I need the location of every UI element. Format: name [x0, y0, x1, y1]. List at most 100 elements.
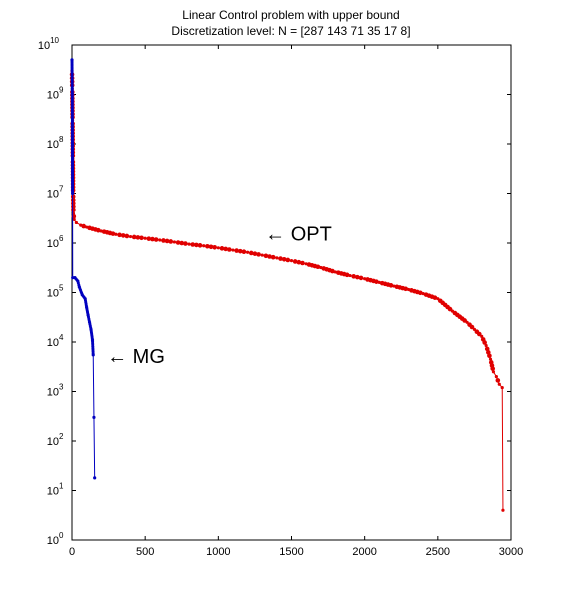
data-marker: [96, 227, 101, 233]
data-point: [497, 382, 501, 386]
data-marker: [175, 240, 181, 245]
data-marker: [315, 264, 321, 270]
data-marker: [87, 318, 91, 322]
chart-subtitle: Discretization level: N = [287 143 71 35…: [171, 24, 410, 38]
data-marker: [75, 278, 79, 282]
data-marker: [183, 241, 188, 246]
data-marker: [237, 248, 243, 254]
data-marker: [70, 194, 76, 200]
data-point: [128, 234, 133, 239]
data-marker: [281, 256, 287, 262]
y-tick-label: 100: [47, 531, 64, 547]
data-marker: [91, 351, 95, 355]
y-tick-base: 10: [47, 139, 59, 151]
x-tick-label: 2500: [426, 546, 450, 558]
y-tick-base: 10: [47, 189, 59, 201]
data-marker: [256, 252, 261, 257]
x-tick-label: 0: [69, 546, 75, 558]
data-marker: [219, 246, 225, 251]
y-tick-label: 101: [47, 482, 64, 498]
y-tick-base: 10: [47, 238, 59, 250]
data-marker: [469, 324, 475, 330]
data-point: [202, 244, 206, 248]
y-tick-label: 1010: [38, 36, 60, 52]
data-marker: [164, 238, 170, 244]
data-marker: [212, 244, 217, 250]
y-tick-base: 10: [47, 90, 59, 102]
data-marker: [71, 207, 76, 213]
data-marker: [227, 247, 232, 252]
data-marker: [161, 238, 166, 243]
data-marker: [146, 236, 152, 241]
data-marker: [190, 242, 196, 247]
data-marker: [168, 239, 174, 244]
data-point: [500, 385, 504, 390]
data-marker: [495, 378, 501, 383]
data-point: [491, 370, 496, 374]
data-marker: [82, 295, 86, 299]
y-tick-power: 3: [59, 383, 64, 392]
data-marker: [86, 312, 90, 316]
data-marker: [432, 295, 438, 300]
data-marker: [197, 243, 203, 248]
series-layer: [69, 58, 505, 512]
y-tick-power: 10: [50, 36, 59, 45]
data-point: [158, 238, 162, 242]
data-marker: [89, 326, 93, 330]
data-marker: [153, 237, 159, 242]
x-tick-label: 2000: [352, 546, 376, 558]
data-marker: [482, 340, 487, 345]
plot-area: [71, 44, 512, 541]
data-marker: [70, 91, 74, 95]
data-marker: [292, 259, 298, 264]
data-marker: [388, 283, 394, 288]
data-marker: [77, 283, 81, 287]
data-marker: [267, 254, 272, 259]
y-tick-base: 10: [47, 387, 59, 399]
data-marker: [81, 223, 87, 229]
annotation-layer: ← OPT ← MG: [107, 223, 332, 368]
data-marker: [234, 248, 239, 253]
data-point: [501, 508, 505, 512]
y-tick-label: 109: [47, 86, 64, 102]
y-tick-power: 4: [59, 333, 64, 342]
data-marker: [330, 268, 335, 274]
data-marker: [131, 234, 137, 240]
y-tick-power: 2: [59, 432, 64, 441]
x-tick-label: 3000: [499, 546, 523, 558]
y-tick-base: 10: [47, 337, 59, 349]
data-marker: [150, 236, 155, 242]
y-tick-power: 5: [59, 284, 64, 293]
data-point: [260, 253, 264, 257]
data-marker: [80, 291, 84, 295]
data-marker: [252, 251, 258, 256]
data-marker: [223, 246, 228, 252]
y-tick-power: 9: [59, 86, 64, 95]
data-point: [74, 220, 78, 225]
data-marker: [355, 274, 360, 280]
data-marker: [278, 256, 283, 261]
data-marker: [487, 353, 492, 359]
data-marker: [135, 235, 141, 240]
y-tick-power: 8: [59, 135, 64, 144]
y-tick-power: 6: [59, 234, 64, 243]
data-marker: [374, 279, 379, 284]
data-marker: [476, 331, 482, 337]
data-marker: [208, 244, 214, 250]
y-tick-label: 106: [47, 234, 64, 250]
data-marker: [84, 304, 88, 308]
data-marker: [358, 275, 364, 281]
x-tick-label: 500: [136, 546, 154, 558]
data-point: [71, 276, 75, 280]
x-tick-label: 1500: [279, 546, 303, 558]
data-marker: [241, 249, 247, 255]
data-marker: [351, 274, 356, 279]
annotation-label: ← MG: [107, 346, 165, 368]
data-marker: [124, 233, 130, 239]
data-marker: [403, 286, 408, 292]
data-point: [72, 217, 76, 221]
data-marker: [248, 250, 254, 256]
y-tick-base: 10: [47, 288, 59, 300]
